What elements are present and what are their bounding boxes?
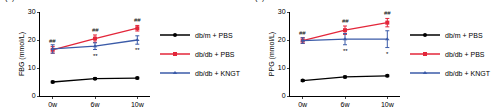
svg-text:0w: 0w — [48, 101, 58, 108]
svg-text:db/db + PBS: db/db + PBS — [445, 51, 485, 58]
svg-text:6w: 6w — [91, 101, 101, 108]
svg-text:10w: 10w — [381, 101, 395, 108]
svg-text:0w: 0w — [298, 101, 308, 108]
svg-text:db/m + PBS: db/m + PBS — [195, 32, 233, 39]
svg-text:##: ## — [134, 17, 141, 23]
svg-text:FBG (mmol/L): FBG (mmol/L) — [18, 32, 26, 76]
svg-text:##: ## — [299, 30, 306, 36]
svg-text:6w: 6w — [341, 101, 351, 108]
svg-text:##: ## — [92, 27, 99, 33]
svg-text:*: * — [386, 51, 389, 57]
svg-text:(B): (B) — [255, 0, 264, 2]
svg-text:10: 10 — [28, 64, 36, 71]
svg-text:**: ** — [93, 53, 98, 59]
svg-text:##: ## — [49, 38, 56, 44]
svg-text:**: ** — [135, 47, 140, 53]
svg-text:db/m + PBS: db/m + PBS — [445, 32, 483, 39]
svg-text:10w: 10w — [131, 101, 145, 108]
svg-text:10: 10 — [278, 64, 286, 71]
svg-text:30: 30 — [278, 8, 286, 15]
svg-text:db/db + PBS: db/db + PBS — [195, 51, 235, 58]
svg-text:db/db + KNGT: db/db + KNGT — [445, 70, 491, 77]
svg-text:0: 0 — [282, 92, 286, 99]
svg-text:##: ## — [384, 10, 391, 16]
svg-text:db/db + KNGT: db/db + KNGT — [195, 70, 241, 77]
svg-text:20: 20 — [278, 36, 286, 43]
svg-text:**: ** — [343, 48, 348, 54]
svg-text:PPG (mmol/L): PPG (mmol/L) — [268, 32, 276, 76]
svg-text:0: 0 — [32, 92, 36, 99]
svg-text:30: 30 — [28, 8, 36, 15]
svg-text:20: 20 — [28, 36, 36, 43]
svg-text:##: ## — [342, 18, 349, 24]
svg-text:(A): (A) — [5, 0, 14, 2]
